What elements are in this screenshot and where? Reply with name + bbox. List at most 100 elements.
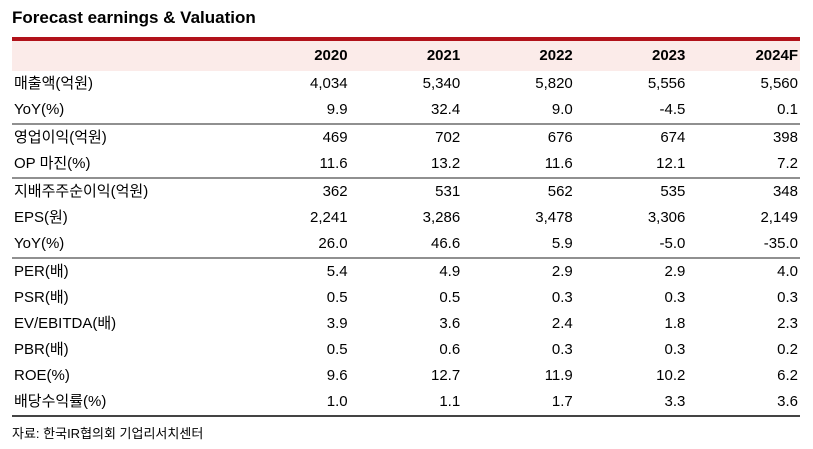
row-label: PBR(배) xyxy=(14,341,69,358)
cell-value: 702 xyxy=(435,129,461,146)
table-row: PBR(배) 0.5 0.6 0.3 0.3 0.2 xyxy=(12,337,800,363)
cell-value: 3,306 xyxy=(647,209,686,226)
table-header-row: 2020 2021 2022 2023 2024F xyxy=(12,41,800,71)
cell-value: 7.2 xyxy=(687,151,800,179)
cell-value: 0.3 xyxy=(664,289,686,306)
cell-value: 9.0 xyxy=(462,97,575,125)
cell-value: 4.0 xyxy=(777,263,798,280)
cell-value: 531 xyxy=(435,183,461,200)
cell-value: 2.4 xyxy=(551,315,573,332)
cell-value: 1.8 xyxy=(664,315,686,332)
row-label: YoY(%) xyxy=(12,231,237,259)
cell-value: 0.5 xyxy=(326,341,348,358)
source-note: 자료: 한국IR협의회 기업리서치센터 xyxy=(12,426,204,441)
cell-value: 5,820 xyxy=(535,75,573,92)
cell-value: 3.9 xyxy=(326,315,348,332)
cell-value: 398 xyxy=(772,129,798,146)
cell-value: 32.4 xyxy=(349,97,463,125)
cell-value: 0.3 xyxy=(664,341,686,358)
table-title: Forecast earnings & Valuation xyxy=(12,8,256,27)
cell-value: 11.6 xyxy=(462,151,575,179)
cell-value: 5,340 xyxy=(422,75,461,92)
cell-value: 3.3 xyxy=(574,389,688,417)
accent-divider-bar xyxy=(12,37,800,41)
cell-value: 9.9 xyxy=(237,97,350,125)
cell-value: 1.1 xyxy=(349,389,463,417)
header-year-2020: 2020 xyxy=(237,41,350,71)
header-year-2024f: 2024F xyxy=(687,41,800,71)
cell-value: 0.5 xyxy=(439,289,461,306)
row-label: YoY(%) xyxy=(12,97,237,125)
cell-value: 0.5 xyxy=(326,289,348,306)
row-label: OP 마진(%) xyxy=(12,151,237,179)
cell-value: 6.2 xyxy=(777,367,798,384)
table-body: 매출액(억원) 4,034 5,340 5,820 5,556 5,560 YoY(%) 9.… xyxy=(12,71,800,417)
row-label: EPS(원) xyxy=(14,209,68,226)
cell-value: 4.9 xyxy=(439,263,461,280)
cell-value: 11.6 xyxy=(237,151,350,179)
cell-value: 535 xyxy=(660,183,686,200)
cell-value: 5,556 xyxy=(647,75,686,92)
row-label: PER(배) xyxy=(14,263,69,280)
row-label: EV/EBITDA(배) xyxy=(14,315,117,332)
cell-value: 0.6 xyxy=(439,341,461,358)
cell-value: 2.9 xyxy=(664,263,686,280)
row-label: 배당수익률(%) xyxy=(12,389,237,417)
cell-value: 674 xyxy=(660,129,686,146)
cell-value: 26.0 xyxy=(237,231,350,259)
header-empty-cell xyxy=(12,41,237,71)
cell-value: -5.0 xyxy=(574,231,688,259)
header-year-2021: 2021 xyxy=(349,41,463,71)
cell-value: 2,241 xyxy=(310,209,348,226)
cell-value: 4,034 xyxy=(310,75,348,92)
cell-value: 2,149 xyxy=(760,209,798,226)
row-label: 매출액(억원) xyxy=(14,75,93,92)
cell-value: 348 xyxy=(772,183,798,200)
table-row: YoY(%) 9.9 32.4 9.0 -4.5 0.1 xyxy=(12,97,800,125)
forecast-valuation-table: 2020 2021 2022 2023 2024F 매출액(억원) 4,034 5,… xyxy=(12,41,800,417)
cell-value: 9.6 xyxy=(326,367,348,384)
cell-value: 0.1 xyxy=(687,97,800,125)
cell-value: 1.0 xyxy=(237,389,350,417)
table-row: 매출액(억원) 4,034 5,340 5,820 5,556 5,560 xyxy=(12,71,800,97)
table-row: PER(배) 5.4 4.9 2.9 2.9 4.0 xyxy=(12,258,800,285)
cell-value: 3,286 xyxy=(422,209,461,226)
cell-value: 562 xyxy=(547,183,573,200)
cell-value: 676 xyxy=(547,129,573,146)
cell-value: 2.9 xyxy=(551,263,573,280)
cell-value: 469 xyxy=(322,129,348,146)
header-year-2023: 2023 xyxy=(574,41,688,71)
cell-value: 5.9 xyxy=(462,231,575,259)
table-row: 배당수익률(%) 1.0 1.1 1.7 3.3 3.6 xyxy=(12,389,800,417)
cell-value: 0.3 xyxy=(551,289,573,306)
cell-value: 2.3 xyxy=(777,315,798,332)
cell-value: 1.7 xyxy=(462,389,575,417)
table-row: ROE(%) 9.6 12.7 11.9 10.2 6.2 xyxy=(12,363,800,389)
cell-value: 3.6 xyxy=(687,389,800,417)
cell-value: 5.4 xyxy=(326,263,348,280)
row-label: ROE(%) xyxy=(14,367,70,384)
cell-value: 5,560 xyxy=(760,75,798,92)
table-row: EPS(원) 2,241 3,286 3,478 3,306 2,149 xyxy=(12,205,800,231)
table-row: PSR(배) 0.5 0.5 0.3 0.3 0.3 xyxy=(12,285,800,311)
row-label: 영업이익(억원) xyxy=(14,129,107,146)
header-year-2022: 2022 xyxy=(462,41,575,71)
cell-value: 10.2 xyxy=(656,367,686,384)
cell-value: 0.3 xyxy=(777,289,798,306)
cell-value: 3,478 xyxy=(535,209,573,226)
table-row: 지배주주순이익(억원) 362 531 562 535 348 xyxy=(12,178,800,205)
cell-value: 11.9 xyxy=(544,367,573,384)
cell-value: 12.1 xyxy=(574,151,688,179)
cell-value: -4.5 xyxy=(574,97,688,125)
cell-value: 362 xyxy=(322,183,348,200)
cell-value: 12.7 xyxy=(430,367,461,384)
cell-value: -35.0 xyxy=(687,231,800,259)
table-row: 영업이익(억원) 469 702 676 674 398 xyxy=(12,124,800,151)
row-label: PSR(배) xyxy=(14,289,69,306)
row-label: 지배주주순이익(억원) xyxy=(14,183,149,200)
cell-value: 3.6 xyxy=(439,315,461,332)
table-row: YoY(%) 26.0 46.6 5.9 -5.0 -35.0 xyxy=(12,231,800,259)
cell-value: 13.2 xyxy=(349,151,463,179)
cell-value: 46.6 xyxy=(349,231,463,259)
